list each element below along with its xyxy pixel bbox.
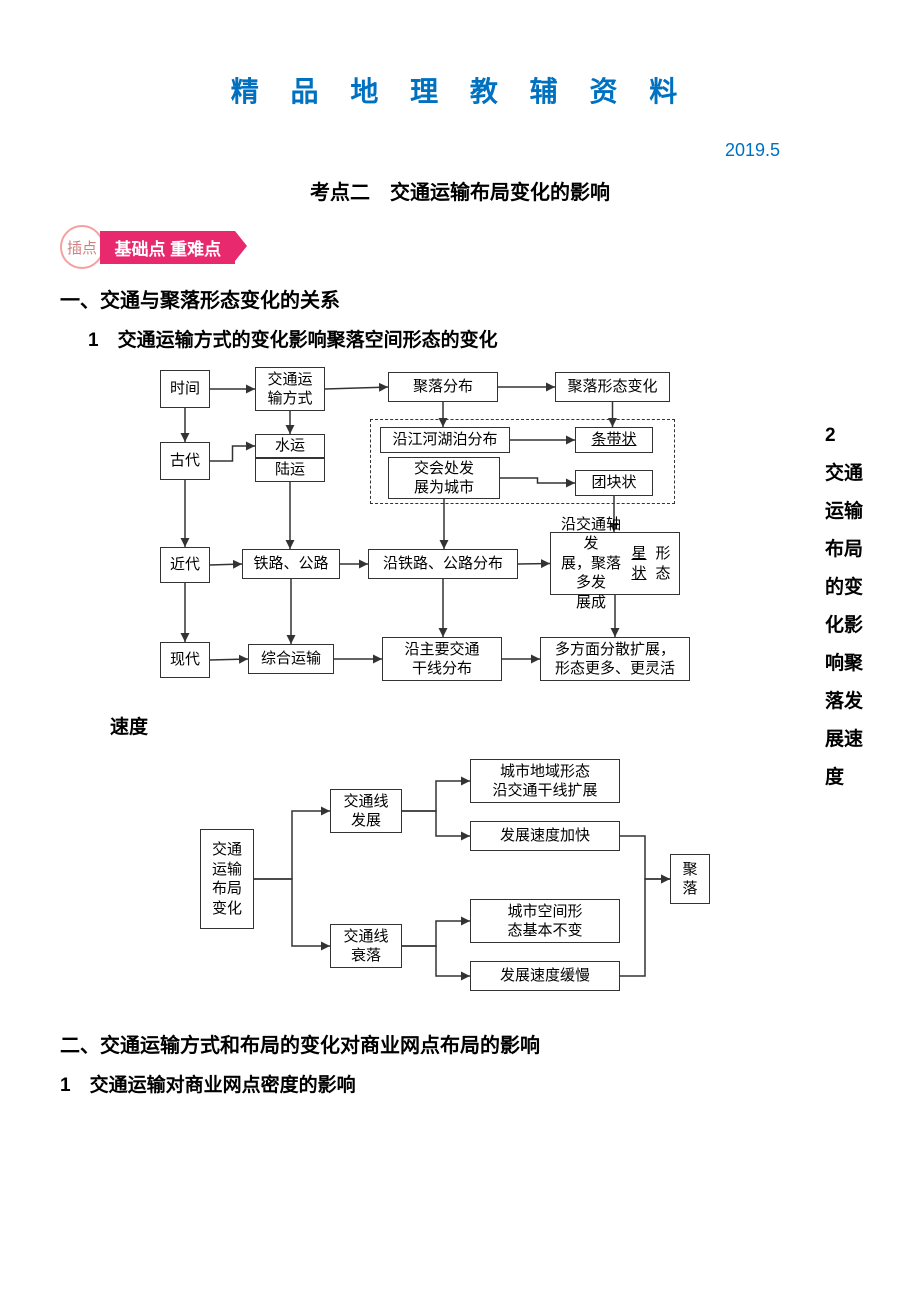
node-block: 团块状 bbox=[575, 470, 653, 496]
node-strip: 条带状 bbox=[575, 427, 653, 453]
node-multi: 多方面分散扩展，形态更多、更灵活 bbox=[540, 637, 690, 681]
diagram2: 交通运输布局变化 交通线发展交通线衰落 城市地域形态沿交通干线扩展发展速度加快城市空… bbox=[200, 749, 720, 1009]
section2-heading: 二、交通运输方式和布局的变化对商业网点布局的影响 bbox=[60, 1029, 860, 1058]
node-cross: 交会处发展为城市 bbox=[388, 457, 500, 499]
node-mainline: 沿主要交通干线分布 bbox=[382, 637, 502, 681]
page-title: 精 品 地 理 教 辅 资 料 bbox=[60, 70, 860, 110]
node-rail: 铁路、公路 bbox=[242, 549, 340, 579]
node-same: 城市空间形态基本不变 bbox=[470, 899, 620, 943]
node-ancient: 古代 bbox=[160, 442, 210, 480]
node-river: 沿江河湖泊分布 bbox=[380, 427, 510, 453]
node-time: 时间 bbox=[160, 370, 210, 408]
node-contemp: 现代 bbox=[160, 642, 210, 678]
node-water: 水运 bbox=[255, 434, 325, 458]
node-slow: 发展速度缓慢 bbox=[470, 961, 620, 991]
section1-sub2-tail: 速度 bbox=[110, 712, 860, 739]
badge-circle-icon: 插点 bbox=[60, 225, 104, 269]
node-expand: 城市地域形态沿交通干线扩展 bbox=[470, 759, 620, 803]
node-dev: 交通线发展 bbox=[330, 789, 402, 833]
node-method: 交通运输方式 bbox=[255, 367, 325, 411]
node-modern: 近代 bbox=[160, 547, 210, 583]
section1-sub2-side: 2 交通运输布局的变化影响聚落发展速度 bbox=[825, 417, 865, 797]
node-land: 陆运 bbox=[255, 458, 325, 482]
node-star: 沿交通轴发展，聚落多发展成星状形态 bbox=[550, 532, 680, 595]
section1-heading: 一、交通与聚落形态变化的关系 bbox=[60, 284, 860, 313]
node-dist: 聚落分布 bbox=[388, 372, 498, 402]
node-dec: 交通线衰落 bbox=[330, 924, 402, 968]
node-comp: 综合运输 bbox=[248, 644, 334, 674]
badge-tag: 基础点 重难点 bbox=[100, 231, 235, 264]
section1-sub1: 1 交通运输方式的变化影响聚落空间形态的变化 bbox=[88, 325, 860, 352]
diagram1: 时间 交通运输方式 聚落分布 聚落形态变化古代 水运陆运 沿江河湖泊分布交会处发展为城市 条… bbox=[160, 362, 770, 702]
subtitle: 考点二 交通运输布局变化的影响 bbox=[60, 176, 860, 205]
node-alongrail: 沿铁路、公路分布 bbox=[368, 549, 518, 579]
section2-sub1: 1 交通运输对商业网点密度的影响 bbox=[60, 1070, 860, 1097]
badge-row: 插点 基础点 重难点 bbox=[60, 225, 860, 269]
node-settle: 聚落 bbox=[670, 854, 710, 904]
node-change: 交通运输布局变化 bbox=[200, 829, 254, 929]
node-formchg: 聚落形态变化 bbox=[555, 372, 670, 402]
date-label: 2019.5 bbox=[60, 140, 860, 161]
node-fast: 发展速度加快 bbox=[470, 821, 620, 851]
diagram1-wrapper: 时间 交通运输方式 聚落分布 聚落形态变化古代 水运陆运 沿江河湖泊分布交会处发展为城市 条… bbox=[60, 362, 860, 702]
